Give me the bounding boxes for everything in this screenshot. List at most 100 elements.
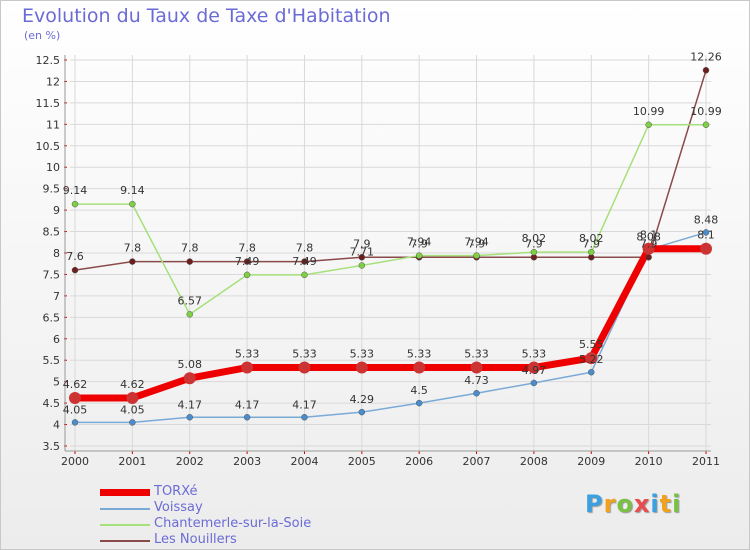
data-label: 10.99 — [690, 105, 722, 118]
data-point — [243, 258, 251, 265]
y-tick-label: 9.5 — [43, 183, 61, 196]
data-point — [129, 200, 136, 208]
y-tick-label: 7.5 — [43, 268, 61, 281]
data-label: 7.9 — [353, 237, 371, 250]
data-label: 7.8 — [238, 242, 256, 255]
data-label: 4.17 — [235, 398, 260, 411]
data-label: 4.05 — [63, 403, 88, 416]
y-tick-label: 11.5 — [36, 97, 61, 110]
y-tick-label: 3.5 — [43, 440, 61, 453]
data-label: 5.22 — [579, 353, 604, 366]
data-label: 9.14 — [120, 184, 145, 197]
x-tick-label: 2011 — [692, 455, 720, 468]
data-label: 4.97 — [522, 364, 547, 377]
y-tick-label: 7 — [53, 290, 60, 303]
data-label: 6.57 — [177, 294, 202, 307]
data-label: 5.33 — [235, 348, 260, 361]
data-point — [473, 252, 480, 259]
data-point — [301, 258, 308, 265]
logo-letter: P — [585, 490, 604, 518]
data-label: 5.55 — [579, 338, 604, 351]
data-point — [527, 361, 540, 374]
data-label: 10.99 — [633, 105, 665, 118]
data-label: 5.33 — [407, 348, 432, 361]
data-point — [645, 121, 652, 129]
data-point — [358, 254, 366, 261]
chart-unit-label: (en %) — [24, 29, 61, 42]
proxiti-logo: Proxiti — [585, 490, 681, 518]
chart-series-lines — [71, 69, 710, 424]
data-label: 8.48 — [694, 213, 719, 226]
data-point — [129, 258, 136, 265]
legend-swatch — [100, 524, 150, 526]
data-label: 4.62 — [120, 378, 145, 391]
data-point — [588, 368, 595, 376]
data-label: 5.33 — [292, 348, 317, 361]
x-tick-label: 2006 — [405, 455, 433, 468]
logo-letter: i — [650, 490, 660, 518]
data-point — [702, 229, 710, 236]
series-line-0 — [71, 245, 710, 402]
data-point — [530, 379, 538, 387]
data-point — [241, 361, 254, 374]
data-point — [358, 408, 366, 416]
data-label: 7.49 — [235, 255, 260, 268]
y-tick-label: 4.5 — [43, 397, 61, 410]
x-tick-label: 2007 — [463, 455, 491, 468]
x-tick-label: 2008 — [520, 455, 548, 468]
data-point — [69, 391, 81, 404]
legend-swatch — [100, 540, 150, 542]
data-label: 12.26 — [690, 50, 722, 63]
x-tick-label: 2005 — [348, 455, 376, 468]
series-line-2 — [74, 124, 707, 316]
x-tick-label: 2000 — [61, 455, 89, 468]
y-tick-label: 9 — [53, 204, 60, 217]
logo-letter: t — [659, 490, 673, 518]
legend-swatch — [100, 508, 150, 510]
data-label: 5.33 — [464, 348, 489, 361]
y-tick-label: 8 — [53, 247, 60, 260]
data-label: 5.33 — [522, 348, 547, 361]
legend-label: Chantemerle-sur-la-Soie — [154, 516, 312, 531]
logo-letter: x — [633, 490, 651, 518]
data-label: 8.1 — [640, 229, 658, 242]
data-point — [702, 121, 710, 129]
data-point — [129, 419, 136, 426]
y-tick-label: 6.5 — [43, 311, 61, 324]
y-tick-label: 10.5 — [36, 140, 61, 153]
y-tick-label: 12 — [46, 75, 60, 88]
legend-label: Les Nouillers — [154, 532, 237, 547]
data-label: 7.9 — [410, 237, 428, 250]
data-point — [530, 248, 538, 256]
data-point — [298, 361, 311, 374]
data-point — [642, 242, 655, 255]
legend-swatch — [100, 489, 150, 496]
data-label: 7.8 — [181, 242, 199, 255]
data-label: 7.71 — [350, 245, 375, 258]
data-label: 7.49 — [292, 255, 317, 268]
logo-letter: r — [603, 490, 617, 518]
x-tick-label: 2002 — [176, 455, 204, 468]
data-point — [243, 271, 251, 279]
data-label: 7.9 — [640, 237, 658, 250]
data-label: 4.17 — [292, 398, 317, 411]
series-line-1 — [74, 231, 707, 424]
series-line-3 — [74, 69, 707, 271]
data-label: 5.08 — [177, 358, 202, 371]
y-tick-label: 6 — [53, 333, 60, 346]
y-tick-label: 12.5 — [36, 54, 61, 67]
y-tick-label: 5.5 — [43, 354, 61, 367]
chart-axes: 3.544.555.566.577.588.599.51010.51111.51… — [36, 54, 721, 468]
chart-grid — [70, 55, 711, 451]
x-tick-label: 2009 — [577, 455, 605, 468]
data-label: 8.08 — [636, 231, 661, 244]
chart-data-labels: 4.62 4.62 5.08 5.33 5.33 5.33 5.33 5.33 5.33 5.55… — [63, 50, 722, 416]
x-tick-label: 2004 — [290, 455, 318, 468]
data-point — [700, 242, 712, 255]
data-label: 4.73 — [464, 374, 489, 387]
data-point — [186, 414, 193, 421]
data-label: 7.9 — [525, 237, 543, 250]
x-tick-label: 2003 — [233, 455, 261, 468]
data-point — [470, 361, 483, 374]
